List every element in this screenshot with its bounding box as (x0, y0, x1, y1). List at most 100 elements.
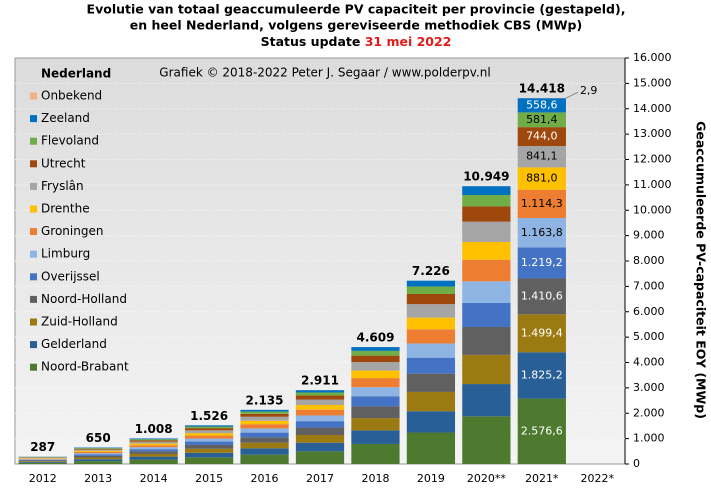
bar-segment (517, 189, 566, 218)
bar-segment (295, 421, 345, 428)
bar-segment (240, 428, 289, 433)
data-label: 1.114,3 (521, 197, 563, 210)
y-tick-label: 13.000 (633, 127, 672, 140)
data-label: 1.219,2 (521, 256, 563, 269)
legend-swatch (30, 182, 37, 190)
bar-segment (184, 433, 234, 436)
bar-segment (184, 435, 234, 439)
bar-segment (74, 457, 123, 460)
bar-segment (517, 247, 566, 279)
bar-segment (74, 451, 123, 454)
total-label: 2.911 (301, 374, 339, 388)
bar-segment (18, 461, 67, 462)
bar-segment (462, 354, 511, 385)
bar-segment (129, 449, 178, 452)
bar-segment (18, 458, 67, 460)
bar-segment (74, 461, 123, 464)
bar-segment (406, 329, 456, 344)
total-label: 650 (86, 431, 111, 445)
bar-segment (129, 459, 178, 464)
bar-segment (240, 454, 289, 464)
bar-segment (462, 384, 511, 417)
bar-segment (351, 418, 400, 431)
bar-segment (129, 453, 178, 457)
bar-segment (129, 447, 178, 450)
bar-segment (295, 390, 345, 393)
bar-segment (18, 461, 67, 463)
x-tick-label: 2014 (140, 472, 168, 485)
bar-segment (351, 443, 400, 464)
bar-segment (240, 442, 289, 449)
bar-segment (462, 186, 511, 196)
bar-segment (74, 454, 123, 456)
bar-segment (517, 352, 566, 399)
total-label: 1.008 (135, 422, 173, 436)
bar-segment (406, 286, 456, 294)
x-tick-label: 2012 (29, 472, 57, 485)
bar-segment (406, 432, 456, 464)
legend-swatch (30, 250, 37, 258)
bar-segment (517, 314, 566, 353)
bar-segment (184, 438, 234, 442)
bar-segment (129, 443, 178, 446)
bar-segment (462, 281, 511, 303)
bar-segment (18, 460, 67, 462)
legend-label: Overijssel (41, 269, 100, 283)
data-label: 841,1 (526, 150, 558, 163)
y-tick-label: 15.000 (633, 76, 672, 89)
bar-segment (74, 448, 123, 449)
bar-segment (129, 445, 178, 448)
bar-segment (295, 395, 345, 400)
x-tick-label: 2016 (251, 472, 279, 485)
y-tick-label: 4.000 (633, 356, 665, 369)
bar-segment (295, 392, 345, 396)
bar-segment (295, 442, 345, 452)
y-tick-label: 3.000 (633, 381, 665, 394)
chart-title: Evolutie van totaal geaccumuleerde PV ca… (87, 2, 626, 17)
bar-segment (517, 127, 566, 147)
bar-segment (184, 441, 234, 445)
bar-segment (184, 428, 234, 431)
credit: Grafiek © 2018-2022 Peter J. Segaar / ww… (159, 66, 490, 80)
bar-segment (74, 449, 123, 451)
total-label: 10.949 (463, 170, 509, 184)
bar-segment (462, 326, 511, 355)
bar-segment (74, 447, 123, 449)
bar-segment (240, 413, 289, 417)
bar-segment (240, 409, 289, 412)
bar-segment (18, 459, 67, 461)
bar-segment (18, 457, 67, 459)
bar-segment (74, 453, 123, 455)
bar-segment (295, 415, 345, 422)
bar-segment (18, 459, 67, 460)
data-label: 1.499,4 (521, 326, 563, 339)
legend-title: Nederland (41, 67, 111, 81)
bar-segment (406, 391, 456, 412)
legend-swatch (30, 92, 37, 100)
bar-segment (462, 241, 511, 260)
legend-swatch (30, 363, 37, 371)
x-tick-label: 2018 (361, 472, 389, 485)
bar-segment (184, 430, 234, 434)
bar-segment (517, 217, 566, 248)
bar-segment (517, 98, 566, 113)
bar-segment (240, 416, 289, 421)
bar-segment (295, 451, 345, 464)
data-label: 1.825,2 (521, 368, 563, 381)
bar-segment (184, 452, 234, 458)
bar-segment (240, 448, 289, 455)
bar-segment (406, 411, 456, 433)
legend-label: Drenthe (41, 202, 90, 216)
bar-segment (406, 280, 456, 287)
legend-swatch (30, 318, 37, 326)
bar-segment (351, 362, 400, 371)
x-tick-label: 2017 (306, 472, 334, 485)
data-label: 1.410,6 (521, 289, 563, 302)
chart-title: en heel Nederland, volgens gereviseerde … (130, 18, 582, 33)
bar-segment (184, 457, 234, 464)
legend-label: Groningen (41, 224, 103, 238)
x-tick-label: 2021* (525, 472, 559, 485)
data-label: 744,0 (526, 130, 558, 143)
chart-status: Status update 31 mei 2022 (261, 34, 452, 49)
bar-segment (295, 434, 345, 443)
